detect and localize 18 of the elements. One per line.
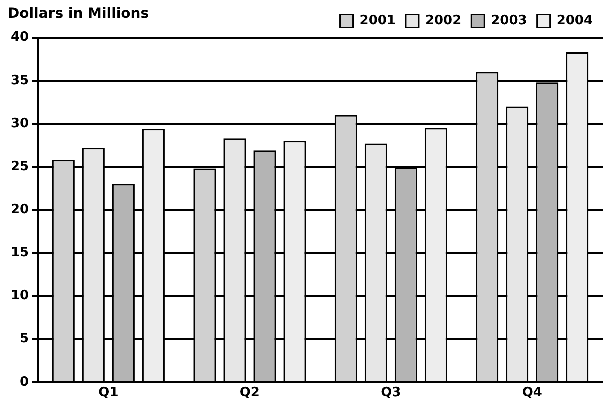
- y-tick-label: 15: [10, 246, 30, 261]
- x-tick-label: Q2: [240, 386, 260, 401]
- y-tick-label: 25: [10, 159, 30, 174]
- y-tick-label: 35: [10, 73, 30, 88]
- x-tick-label: Q3: [381, 386, 402, 401]
- y-tick-label: 0: [20, 374, 30, 390]
- y-tick-label: 40: [10, 30, 30, 46]
- y-tick-label: 20: [10, 202, 30, 218]
- y-tick-label: 10: [10, 288, 30, 304]
- legend-label: 2003: [491, 14, 528, 29]
- y-tick-label: 5: [20, 332, 30, 347]
- x-tick-label: Q1: [98, 386, 119, 401]
- legend-label: 2001: [360, 14, 396, 29]
- legend-label: 2002: [425, 14, 462, 29]
- x-tick-label: Q4: [522, 386, 542, 401]
- chart-title: Dollars in Millions: [8, 6, 150, 22]
- legend-label: 2004: [556, 14, 594, 29]
- y-tick-label: 30: [10, 116, 30, 132]
